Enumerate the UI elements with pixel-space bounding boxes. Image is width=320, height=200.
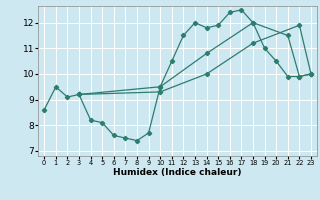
- X-axis label: Humidex (Indice chaleur): Humidex (Indice chaleur): [113, 168, 242, 177]
